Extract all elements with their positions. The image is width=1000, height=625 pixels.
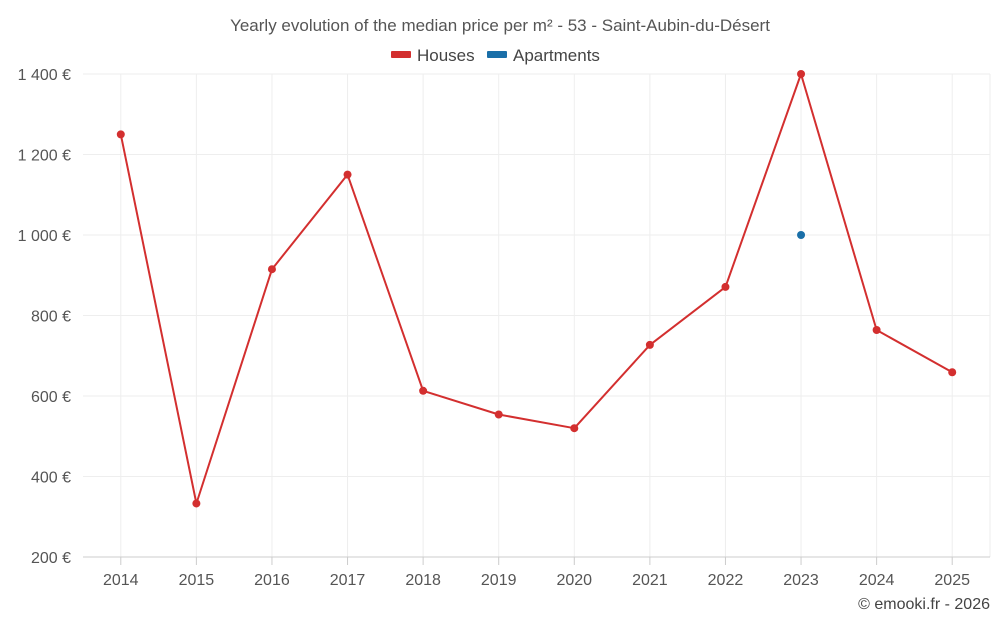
- data-point-houses-2025[interactable]: [948, 368, 957, 377]
- y-tick-label: 1 400 €: [18, 67, 71, 84]
- legend: Houses Apartments: [391, 46, 600, 65]
- y-tick-label: 1 000 €: [18, 228, 71, 245]
- y-tick-label: 1 200 €: [18, 148, 71, 165]
- data-point-houses-2023[interactable]: [797, 70, 806, 78]
- y-axis: 200 € 400 € 600 € 800 € 1 000 € 1 200 € 1 400 …: [18, 67, 71, 567]
- legend-label-apartments: Apartments: [513, 46, 600, 65]
- legend-item-houses[interactable]: Houses: [391, 46, 475, 65]
- grid: [83, 73, 991, 557]
- legend-item-apartments[interactable]: Apartments: [487, 46, 600, 65]
- legend-label-houses: Houses: [417, 46, 475, 65]
- data-point-apartments-2023[interactable]: [797, 231, 806, 239]
- data-point-houses-2016[interactable]: [267, 265, 276, 274]
- x-tick-label: 2015: [179, 572, 215, 589]
- x-tick-label: 2023: [783, 572, 819, 589]
- x-axis: 2014 2015 2016 2017 2018 2019 2020 2021 2022 2023…: [83, 556, 990, 589]
- x-tick-label: 2014: [103, 572, 139, 589]
- series-layer: [116, 70, 957, 508]
- chart-title: Yearly evolution of the median price per…: [230, 16, 770, 35]
- legend-swatch-houses: [391, 51, 411, 58]
- x-tick-label: 2019: [481, 572, 517, 589]
- data-point-houses-2017[interactable]: [343, 170, 352, 179]
- data-point-houses-2021[interactable]: [645, 340, 654, 349]
- x-tick-label: 2024: [859, 572, 895, 589]
- series-line-houses: [119, 73, 953, 505]
- x-tick-label: 2017: [330, 572, 366, 589]
- x-tick-label: 2022: [708, 572, 744, 589]
- data-point-houses-2014[interactable]: [116, 130, 125, 139]
- x-tick-label: 2018: [405, 572, 441, 589]
- y-tick-label: 800 €: [31, 309, 71, 326]
- data-point-houses-2024[interactable]: [872, 325, 881, 334]
- y-tick-label: 200 €: [31, 550, 71, 567]
- x-tick-label: 2016: [254, 572, 290, 589]
- data-point-houses-2020[interactable]: [570, 424, 579, 433]
- data-point-houses-2022[interactable]: [721, 282, 730, 291]
- x-tick-label: 2020: [556, 572, 592, 589]
- credit: © emooki.fr - 2026: [858, 596, 990, 613]
- data-point-houses-2015[interactable]: [192, 499, 201, 508]
- data-point-houses-2018[interactable]: [419, 386, 428, 395]
- y-tick-label: 400 €: [31, 470, 71, 487]
- data-point-houses-2019[interactable]: [494, 410, 503, 419]
- x-tick-label: 2025: [934, 572, 970, 589]
- x-tick-label: 2021: [632, 572, 668, 589]
- legend-swatch-apartments: [487, 51, 507, 58]
- y-tick-label: 600 €: [31, 389, 71, 406]
